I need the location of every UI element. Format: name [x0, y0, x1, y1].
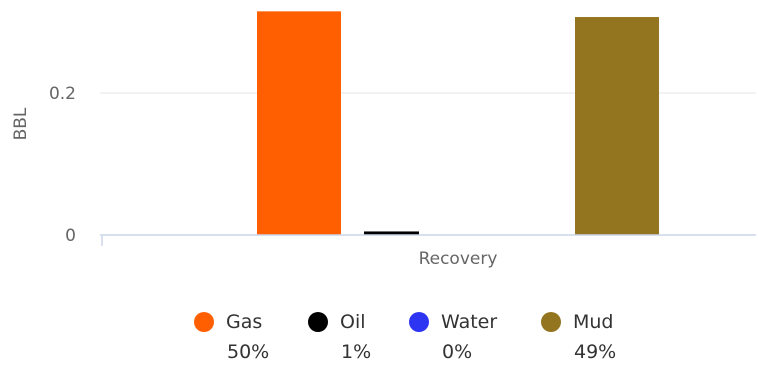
legend-water-percent: 0% [442, 341, 473, 363]
legend-gas-label: Gas [226, 311, 263, 333]
legend-item-mud[interactable]: Mud 49% [541, 305, 616, 363]
bar-oil[interactable] [364, 231, 419, 235]
y-tick-label: 0.2 [49, 84, 76, 104]
legend-water-marker [409, 312, 429, 332]
legend-mud-label: Mud [573, 311, 614, 333]
bar-gas[interactable] [257, 11, 341, 235]
legend-mud-percent: 49% [574, 341, 617, 363]
legend-gas-marker [194, 312, 214, 332]
legend-item-gas[interactable]: Gas 50% [194, 305, 269, 363]
legend-item-water[interactable]: Water 0% [409, 305, 498, 363]
x-category-label: Recovery [419, 249, 498, 269]
y-axis-title: BBL [11, 107, 31, 140]
bars [257, 11, 659, 236]
legend-gas-percent: 50% [227, 341, 270, 363]
bar-mud[interactable] [575, 17, 659, 236]
legend: Gas 50% Oil 1% Water 0% Mud 49% [0, 305, 758, 369]
legend-item-oil[interactable]: Oil 1% [308, 305, 371, 363]
legend-mud-marker [541, 312, 561, 332]
legend-oil-label: Oil [340, 311, 366, 333]
legend-water-label: Water [441, 311, 498, 333]
legend-oil-percent: 1% [341, 341, 372, 363]
y-tick-label: 0 [65, 226, 76, 246]
y-tick-labels: 00.2 [49, 84, 76, 246]
legend-oil-marker [308, 312, 328, 332]
